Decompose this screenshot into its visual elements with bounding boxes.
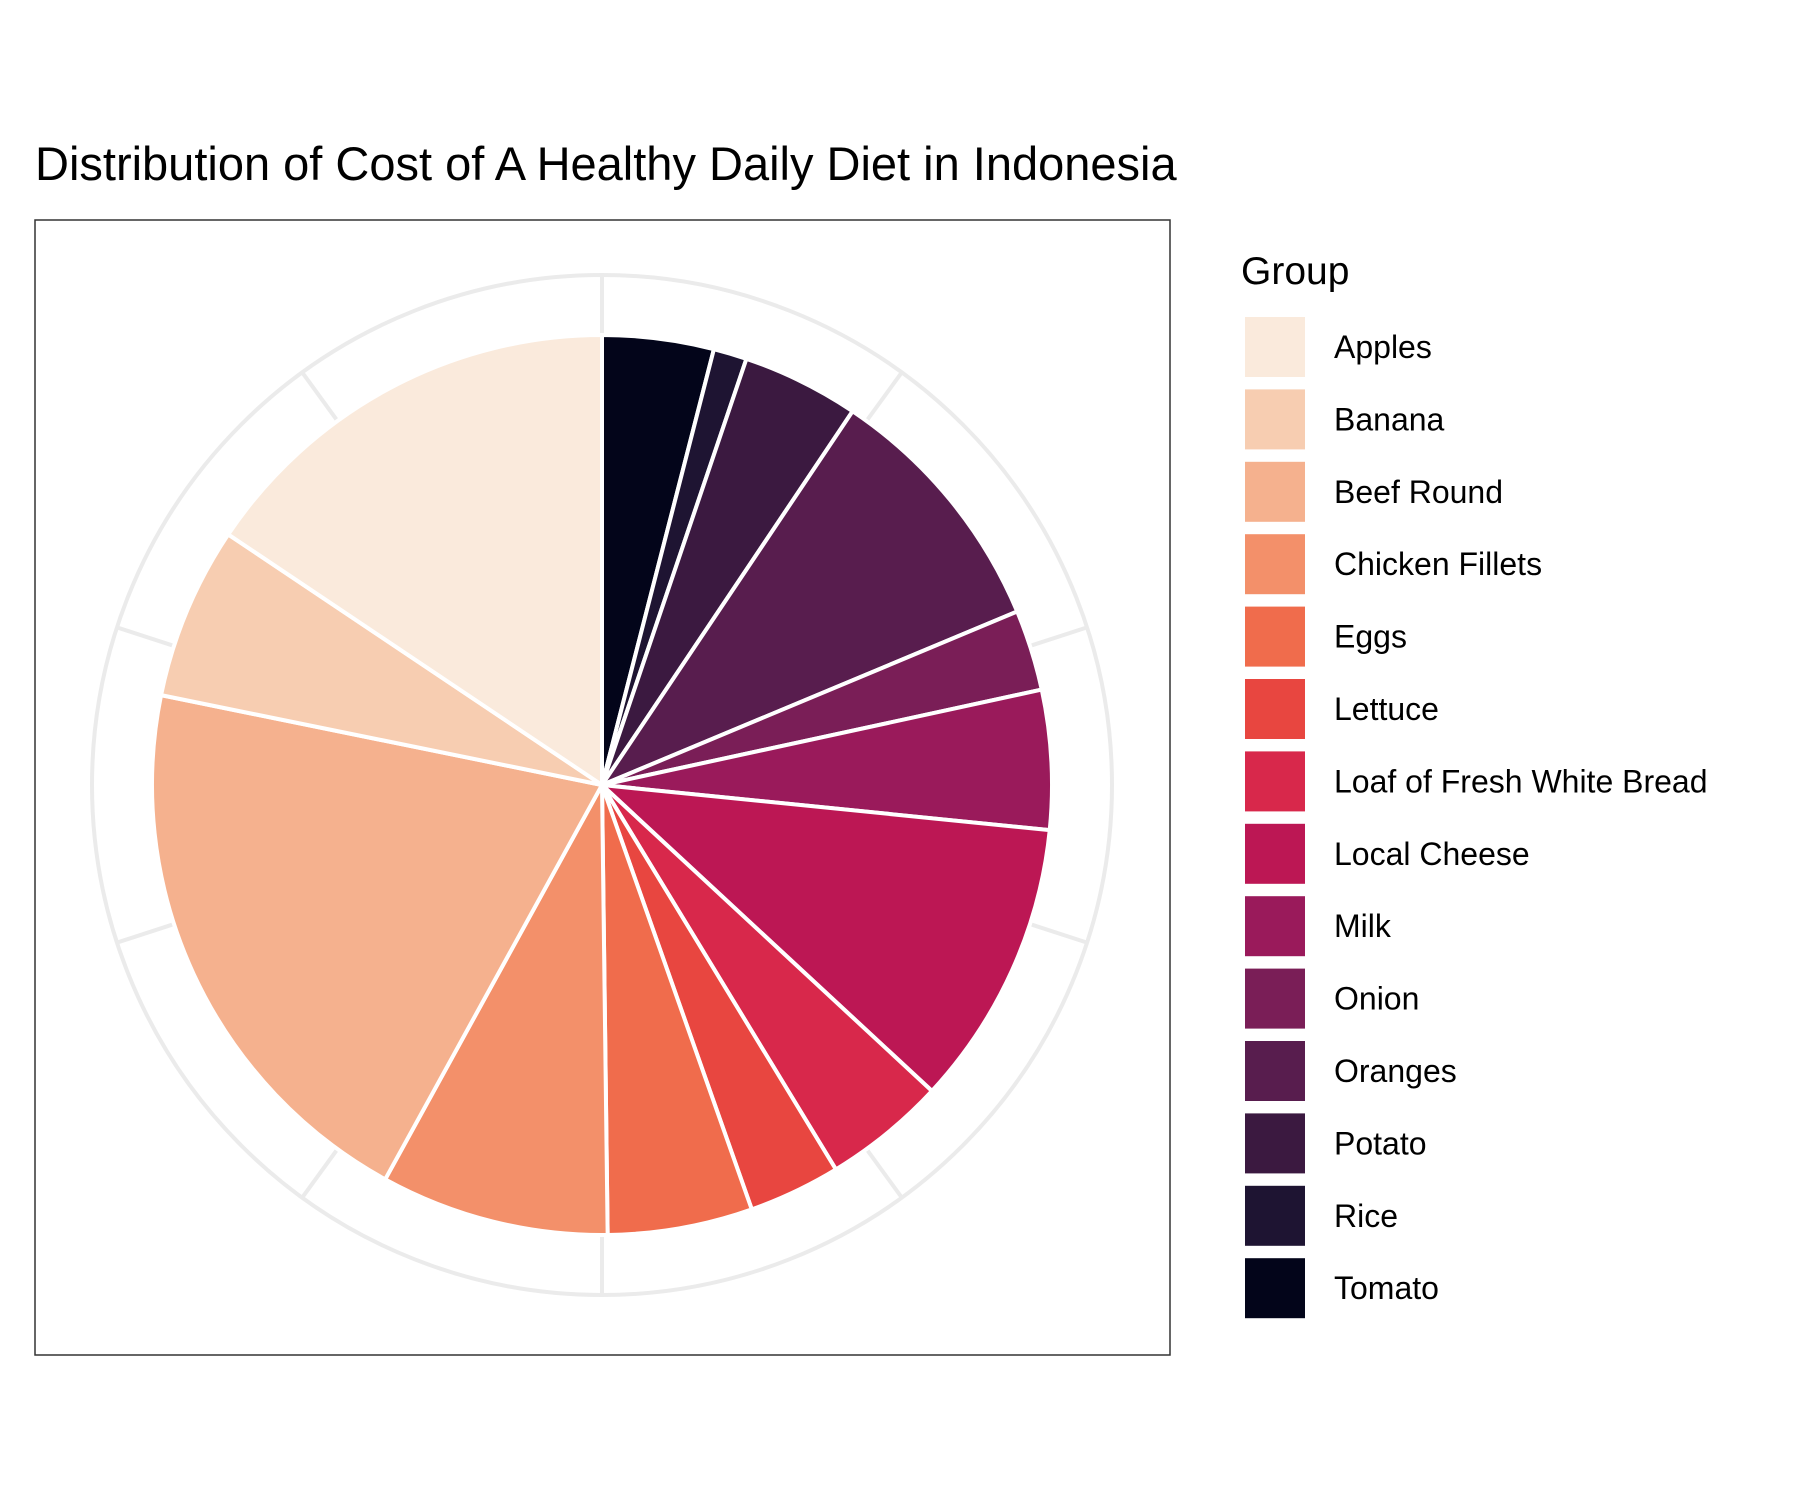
legend-label: Milk	[1334, 908, 1392, 944]
legend-swatch	[1245, 1113, 1305, 1174]
pie-slice-beef-round	[150, 693, 604, 1182]
legend-swatch	[1245, 1258, 1305, 1319]
legend-label: Tomato	[1334, 1270, 1439, 1306]
polar-grid	[90, 273, 1114, 1297]
plot-panel-border	[34, 219, 1171, 1356]
legend-label: Banana	[1334, 401, 1445, 437]
legend-label: Oranges	[1334, 1053, 1457, 1089]
grid-tick	[116, 625, 175, 648]
grid-tick	[1029, 625, 1088, 648]
legend-swatch	[1245, 1185, 1305, 1246]
legend-label: Onion	[1334, 981, 1419, 1017]
legend-swatch	[1245, 1041, 1305, 1101]
legend-label: Local Cheese	[1334, 836, 1530, 872]
legend-swatch	[1245, 317, 1305, 377]
legend-swatch	[1245, 534, 1305, 595]
legend-swatch	[1245, 461, 1305, 522]
grid-tick	[300, 1147, 340, 1199]
grid-tick	[864, 1147, 904, 1199]
grid-tick	[1029, 922, 1088, 945]
legend-swatch	[1245, 606, 1305, 667]
legend-swatch	[1245, 751, 1305, 812]
pie-slice-eggs	[600, 783, 754, 1237]
legend-label: Eggs	[1334, 619, 1407, 655]
legend-label: Potato	[1334, 1125, 1427, 1161]
legend-label: Beef Round	[1334, 474, 1503, 510]
grid-tick	[300, 371, 340, 423]
legend-swatch	[1245, 968, 1305, 1029]
pie-slice-chicken-fillets	[383, 783, 610, 1237]
pie-slice-oranges	[600, 409, 1020, 787]
legend-swatch	[1245, 896, 1305, 957]
legend-swatch	[1245, 679, 1305, 739]
legend: Apples Banana Beef Round Chicken Fillets Egg…	[1245, 317, 1708, 1319]
pie-slices	[150, 333, 1054, 1237]
legend-label: Loaf of Fresh White Bread	[1334, 763, 1708, 799]
grid-tick	[116, 922, 175, 945]
pie-slice-banana	[159, 532, 604, 787]
legend-title: Group	[1241, 250, 1349, 293]
pie-slice-local-cheese	[600, 783, 1052, 1093]
chart-title: Distribution of Cost of A Healthy Daily …	[35, 137, 1177, 190]
legend-label: Rice	[1334, 1198, 1398, 1234]
legend-swatch	[1245, 389, 1305, 450]
legend-swatch	[1245, 823, 1305, 884]
legend-label: Apples	[1334, 329, 1432, 365]
grid-tick	[864, 371, 904, 423]
legend-label: Lettuce	[1334, 691, 1439, 727]
pie-slice-apples	[226, 333, 604, 787]
legend-label: Chicken Fillets	[1334, 546, 1542, 582]
